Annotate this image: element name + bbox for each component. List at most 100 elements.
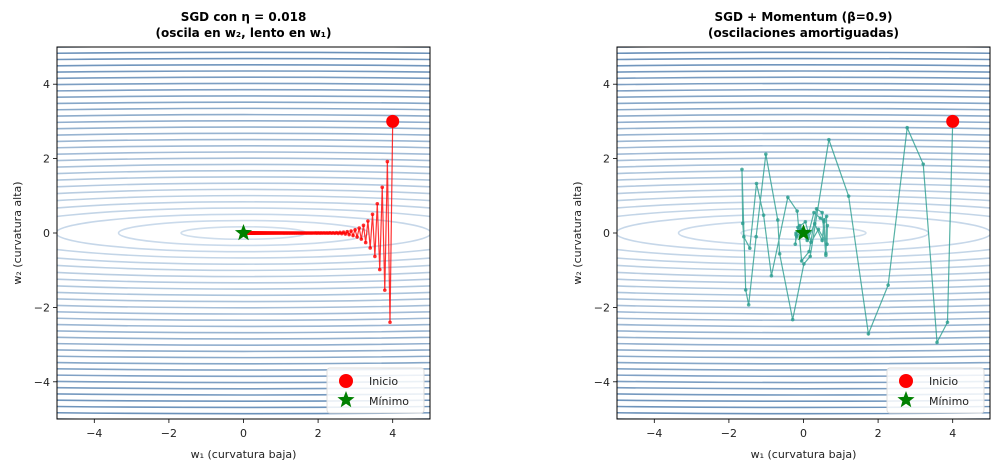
contour-line — [57, 169, 430, 297]
contour-line — [617, 95, 990, 371]
left-legend-min-label: Mínimo — [369, 395, 409, 408]
trajectory-point — [886, 283, 890, 287]
right-title-line1: SGD + Momentum (β=0.9) — [714, 10, 892, 24]
left-trajectory — [234, 114, 400, 325]
start-marker — [946, 114, 960, 128]
trajectory-point — [820, 238, 824, 243]
y-tick-label: 4 — [603, 78, 610, 91]
x-tick-label: 4 — [949, 427, 956, 440]
contour-line — [617, 57, 990, 409]
trajectory-point — [368, 246, 372, 250]
contour-line — [617, 194, 990, 272]
trajectory-point — [825, 223, 830, 228]
right-panel: SGD + Momentum (β=0.9) (oscilaciones amo… — [571, 10, 991, 461]
trajectory-point — [824, 251, 828, 256]
trajectory-point — [747, 246, 752, 251]
trajectory-point — [347, 232, 351, 237]
left-xlabel: w₁ (curvatura baja) — [191, 448, 297, 461]
trajectory-point — [388, 320, 392, 325]
contour-line — [57, 95, 430, 371]
y-tick-label: −2 — [594, 301, 610, 314]
trajectory-point — [795, 209, 799, 213]
left-title-line2: (oscila en w₂, lento en w₁) — [155, 26, 331, 40]
contour-line — [57, 64, 430, 402]
contour-line — [617, 151, 990, 315]
trajectory-point — [349, 229, 353, 233]
contour-line — [57, 70, 430, 396]
trajectory-point — [377, 267, 382, 272]
trajectory-point — [740, 221, 745, 226]
contour-line — [617, 51, 990, 415]
trajectory-point — [385, 159, 390, 164]
trajectory-point — [807, 249, 811, 254]
contour-line — [617, 188, 990, 278]
trajectory-point — [820, 210, 824, 215]
trajectory-point — [370, 212, 375, 217]
contour-line — [57, 157, 430, 309]
y-tick-label: 2 — [603, 153, 610, 166]
trajectory-point — [846, 194, 851, 198]
contour-line — [57, 201, 430, 265]
contour-line — [617, 126, 990, 340]
trajectory-point — [825, 242, 829, 246]
trajectory-point — [363, 240, 368, 245]
contour-line — [57, 176, 430, 290]
trajectory-point — [357, 226, 361, 230]
contour-line — [57, 76, 430, 390]
trajectory-point — [921, 162, 926, 166]
contour-line — [57, 126, 430, 340]
x-tick-label: −4 — [86, 427, 102, 440]
contour-line — [617, 82, 990, 384]
trajectory-point — [743, 288, 748, 292]
x-tick-label: −4 — [646, 427, 662, 440]
y-tick-label: 0 — [603, 227, 610, 240]
contour-line — [617, 138, 990, 328]
left-legend-start-marker — [339, 374, 353, 388]
y-tick-label: −4 — [594, 376, 610, 389]
trajectory-point — [802, 262, 806, 266]
trajectory-point — [799, 259, 804, 263]
y-tick-label: 4 — [43, 78, 50, 91]
trajectory-point — [742, 234, 746, 239]
right-ticks: −4 −2 0 2 4 −4 −2 0 2 4 — [594, 78, 956, 440]
contour-line — [57, 188, 430, 278]
trajectory-point — [790, 317, 795, 322]
contour-line — [617, 169, 990, 297]
contour-line — [617, 163, 990, 303]
contour-line — [57, 207, 430, 259]
trajectory-point — [769, 273, 774, 278]
contour-line — [57, 144, 430, 322]
trajectory-point — [794, 234, 799, 239]
contour-line — [617, 213, 990, 253]
right-xlabel: w₁ (curvatura baja) — [751, 448, 857, 461]
trajectory-point — [803, 220, 808, 224]
contour-line — [57, 101, 430, 365]
trajectory-point — [366, 219, 370, 223]
right-legend-star-icon — [897, 391, 915, 408]
trajectory-point — [905, 125, 909, 130]
contour-line — [617, 101, 990, 365]
trajectory-point — [812, 210, 816, 215]
trajectory-point — [812, 221, 817, 226]
contour-line — [57, 182, 430, 284]
trajectory-point — [375, 201, 380, 206]
trajectory-point — [814, 207, 819, 211]
trajectory-point — [935, 340, 939, 345]
contour-line — [617, 132, 990, 334]
left-title-line1: SGD con η = 0.018 — [181, 10, 307, 24]
trajectory-point — [808, 254, 813, 259]
right-legend-start-marker — [899, 374, 913, 388]
trajectory-point — [754, 181, 759, 186]
trajectory-point — [353, 228, 357, 232]
right-ylabel: w₂ (curvatura alta) — [571, 181, 584, 284]
right-legend: Inicio Mínimo — [886, 367, 985, 414]
contour-line — [57, 120, 430, 346]
trajectory-line — [741, 121, 954, 345]
trajectory-point — [797, 223, 802, 228]
x-tick-label: 0 — [240, 427, 247, 440]
x-tick-label: 2 — [315, 427, 322, 440]
trajectory-point — [794, 231, 798, 235]
x-tick-label: −2 — [721, 427, 737, 440]
x-tick-label: 2 — [875, 427, 882, 440]
contour-line — [57, 51, 430, 415]
